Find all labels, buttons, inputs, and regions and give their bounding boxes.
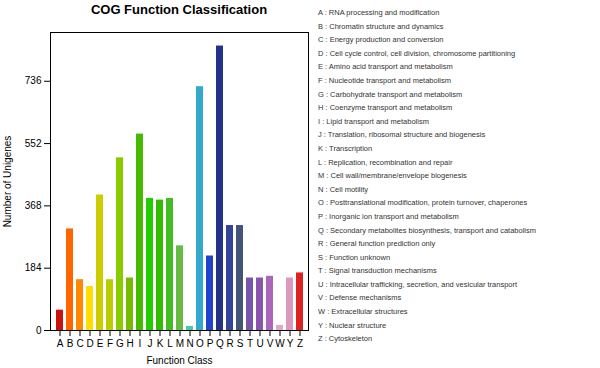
html-text:W : Extracellular structures: W : Extracellular structures [318, 307, 408, 317]
html-text:A : RNA processing and modific: A : RNA processing and modification [318, 8, 440, 17]
svg-text:O: O [196, 338, 204, 349]
html-text:M : Cell wall/membrane/envelop: M : Cell wall/membrane/envelope biogenes… [318, 171, 467, 181]
html-text:T : Signal transduction mechan: T : Signal transduction mechanisms [318, 266, 437, 276]
html-text:S : Function unknown: S : Function unknown [318, 252, 391, 262]
svg-text:F: F [107, 338, 113, 349]
html-text:D : Cell cycle control, cell d: D : Cell cycle control, cell division, c… [318, 48, 516, 58]
html-text:COG Function Classification: COG Function Classification [90, 2, 268, 17]
svg-text:P: P [207, 338, 214, 349]
html-text:G : Carbohydrate transport and: G : Carbohydrate transport and metabolis… [318, 89, 463, 99]
svg-text:Q: Q [216, 338, 224, 349]
svg-text:K: K [157, 338, 164, 349]
svg-text:I: I [139, 338, 142, 349]
svg-text:C: C [76, 338, 83, 349]
svg-text:D: D [86, 338, 93, 349]
svg-text:0: 0 [36, 325, 42, 336]
svg-text:L: L [167, 338, 173, 349]
html-text:O : Posttranslational modifica: O : Posttranslational modification, prot… [318, 198, 528, 208]
svg-text:Y: Y [287, 338, 294, 349]
html-text:U : Intracellular trafficking,: U : Intracellular trafficking, secretion… [318, 279, 518, 289]
svg-text:R: R [226, 338, 233, 349]
html-text:B : Chromatin structure and dy: B : Chromatin structure and dynamics [318, 21, 444, 31]
html-text:N : Cell motility: N : Cell motility [318, 184, 368, 194]
svg-text:M: M [176, 338, 184, 349]
html-text:J : Translation, ribosomal str: J : Translation, ribosomal structure and… [318, 130, 486, 140]
svg-text:W: W [275, 338, 285, 349]
html-text:I : Lipid transport and metabo: I : Lipid transport and metabolism [318, 116, 429, 126]
html-text:V : Defense mechanisms: V : Defense mechanisms [318, 293, 402, 303]
html-text:Z : Cytoskeleton: Z : Cytoskeleton [318, 334, 373, 344]
svg-text:S: S [237, 338, 244, 349]
svg-text:736: 736 [25, 75, 42, 86]
html-text:C : Energy production and conv: C : Energy production and conversion [318, 35, 444, 45]
html-text:F : Nucleotide transport and m: F : Nucleotide transport and metabolism [318, 76, 451, 85]
svg-text:N: N [186, 338, 193, 349]
svg-text:E: E [97, 338, 104, 349]
html-text:E : Amino acid transport and m: E : Amino acid transport and metabolism [318, 62, 453, 72]
svg-text:552: 552 [25, 138, 42, 149]
html-text:K : Transcription: K : Transcription [318, 143, 373, 153]
html-text:P : Inorganic ion transport an: P : Inorganic ion transport and metaboli… [318, 211, 459, 221]
svg-text:G: G [116, 338, 124, 349]
html-text:Q : Secondary metabolites bios: Q : Secondary metabolites biosynthesis, … [318, 225, 536, 235]
svg-text:T: T [247, 338, 253, 349]
svg-text:Number of Unigenes: Number of Unigenes [2, 136, 13, 228]
svg-text:H: H [126, 338, 133, 349]
svg-text:V: V [267, 338, 274, 349]
html-text:L : Replication, recombination: L : Replication, recombination and repai… [318, 157, 453, 167]
svg-text:A: A [57, 338, 64, 349]
svg-text:B: B [67, 338, 74, 349]
svg-text:368: 368 [25, 200, 42, 211]
html-text:R : General function predictio: R : General function prediction only [318, 239, 436, 249]
html-text:H : Coenzyme transport and met: H : Coenzyme transport and metabolism [318, 103, 453, 113]
svg-text:Function Class: Function Class [146, 355, 212, 366]
svg-text:J: J [148, 338, 153, 349]
svg-text:U: U [256, 338, 263, 349]
svg-text:184: 184 [25, 262, 42, 273]
svg-text:Z: Z [297, 338, 303, 349]
html-text:Y : Nuclear structure: Y : Nuclear structure [318, 320, 387, 330]
